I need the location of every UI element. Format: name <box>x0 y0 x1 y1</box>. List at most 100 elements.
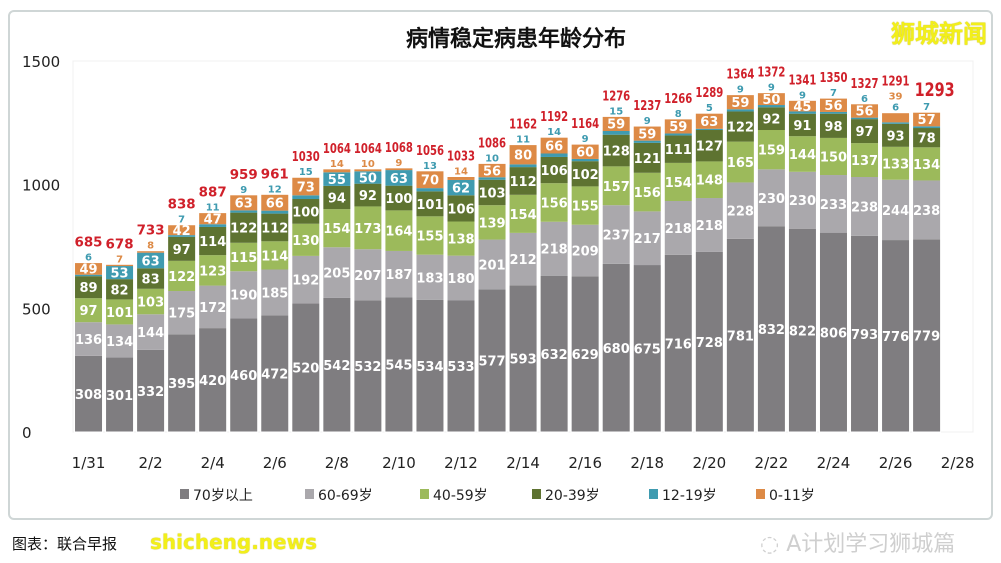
segment-label: 137 <box>851 154 878 169</box>
total-label: 1064 <box>323 142 351 157</box>
bar-outline <box>322 168 352 433</box>
segment-label: 94 <box>328 192 346 207</box>
bar-segment <box>136 268 165 289</box>
bar-segment <box>850 119 879 144</box>
segment-label: 577 <box>478 355 505 370</box>
bar-segment <box>415 191 444 217</box>
segment-label: 532 <box>354 360 381 375</box>
total-label: 961 <box>261 167 289 182</box>
segment-label: 102 <box>572 168 599 183</box>
segment-label: 728 <box>696 336 723 351</box>
bar-segment <box>291 303 320 432</box>
total-label: 1237 <box>633 99 661 114</box>
y-tick-label: 500 <box>22 300 51 318</box>
bar-segment <box>105 357 134 432</box>
chart-title: 病情稳定病患年龄分布 <box>406 26 626 52</box>
segment-label: 122 <box>168 270 195 285</box>
bar-segment <box>291 177 320 196</box>
segment-label: 520 <box>292 362 319 377</box>
bar-segment <box>819 113 848 138</box>
segment-label: 97 <box>173 243 191 258</box>
bar-segment <box>322 168 351 173</box>
bar-segment <box>571 276 600 432</box>
bar-outline <box>167 224 197 433</box>
bar-segment <box>384 167 413 171</box>
wechat-watermark: ◌ A计划学习狮城篇 <box>760 526 955 558</box>
segment-label-outside: 9 <box>799 90 806 101</box>
bar-segment <box>198 285 227 329</box>
total-label: 1056 <box>416 144 444 159</box>
bar-segment <box>167 235 196 237</box>
bar-segment <box>198 212 227 225</box>
segment-label: 212 <box>510 253 537 268</box>
segment-label: 50 <box>762 93 780 108</box>
segment-label: 395 <box>168 377 195 392</box>
bar-segment <box>509 144 538 165</box>
bar-segment <box>291 195 320 200</box>
bar-segment <box>695 198 724 252</box>
bar-segment <box>540 156 569 184</box>
segment-label-outside: 9 <box>240 185 247 196</box>
bar-segment <box>850 176 879 236</box>
bar-segment <box>198 255 227 286</box>
segment-label: 472 <box>261 368 288 383</box>
bar-segment <box>633 172 662 212</box>
bar-segment <box>415 188 444 192</box>
segment-label: 192 <box>292 274 319 289</box>
bar-segment <box>136 252 165 269</box>
total-label: 1291 <box>882 75 910 90</box>
segment-label: 115 <box>230 251 257 266</box>
segment-label: 66 <box>545 139 563 154</box>
bar-segment <box>229 271 258 319</box>
bar-segment <box>850 103 879 118</box>
bar-segment <box>633 142 662 173</box>
segment-label-outside: 6 <box>85 253 92 264</box>
bar-segment <box>664 200 693 255</box>
bar-outline <box>539 136 569 433</box>
segment-label: 173 <box>354 222 381 237</box>
segment-label: 209 <box>572 245 599 260</box>
bar-segment <box>509 194 538 233</box>
segment-label-outside: 11 <box>516 135 530 146</box>
bar-segment <box>509 167 538 195</box>
bar-segment <box>633 140 662 143</box>
segment-label-outside: 7 <box>116 254 123 265</box>
total-label: 1372 <box>757 66 785 81</box>
bar-segment <box>353 183 382 207</box>
x-tick-label: 2/20 <box>692 454 726 472</box>
x-tick-label: 2/16 <box>568 454 602 472</box>
bar-segment <box>571 224 600 277</box>
total-label: 1341 <box>788 73 816 88</box>
bar-segment <box>260 213 289 242</box>
bar-segment <box>788 111 817 114</box>
bar-segment <box>881 146 910 180</box>
segment-label: 82 <box>111 283 129 298</box>
bar-segment <box>850 117 879 120</box>
segment-label: 42 <box>173 224 191 239</box>
bar-segment <box>260 210 289 214</box>
bar-segment <box>540 275 569 432</box>
bar-outline <box>850 103 880 433</box>
bar-segment <box>633 126 662 141</box>
bar-segment <box>726 111 755 142</box>
segment-label: 218 <box>665 222 692 237</box>
watermark-site: shicheng.news <box>150 530 317 554</box>
bar-segment <box>105 299 134 325</box>
segment-label-outside: 7 <box>830 88 837 99</box>
bar-segment <box>384 170 413 186</box>
bar-segment <box>602 116 631 131</box>
segment-label: 93 <box>887 129 905 144</box>
bar-segment <box>229 318 258 432</box>
segment-label: 111 <box>665 143 692 158</box>
segment-label: 114 <box>199 235 226 250</box>
legend-label: 60-69岁 <box>318 488 373 504</box>
bar-segment <box>260 269 289 316</box>
segment-label: 230 <box>789 194 816 209</box>
bar-segment <box>415 299 444 432</box>
y-tick-label: 1500 <box>22 53 60 71</box>
bar-segment <box>509 164 538 168</box>
segment-label: 60 <box>576 146 594 161</box>
bar-segment <box>384 210 413 251</box>
bar-segment <box>509 232 538 286</box>
segment-label: 127 <box>696 140 723 155</box>
